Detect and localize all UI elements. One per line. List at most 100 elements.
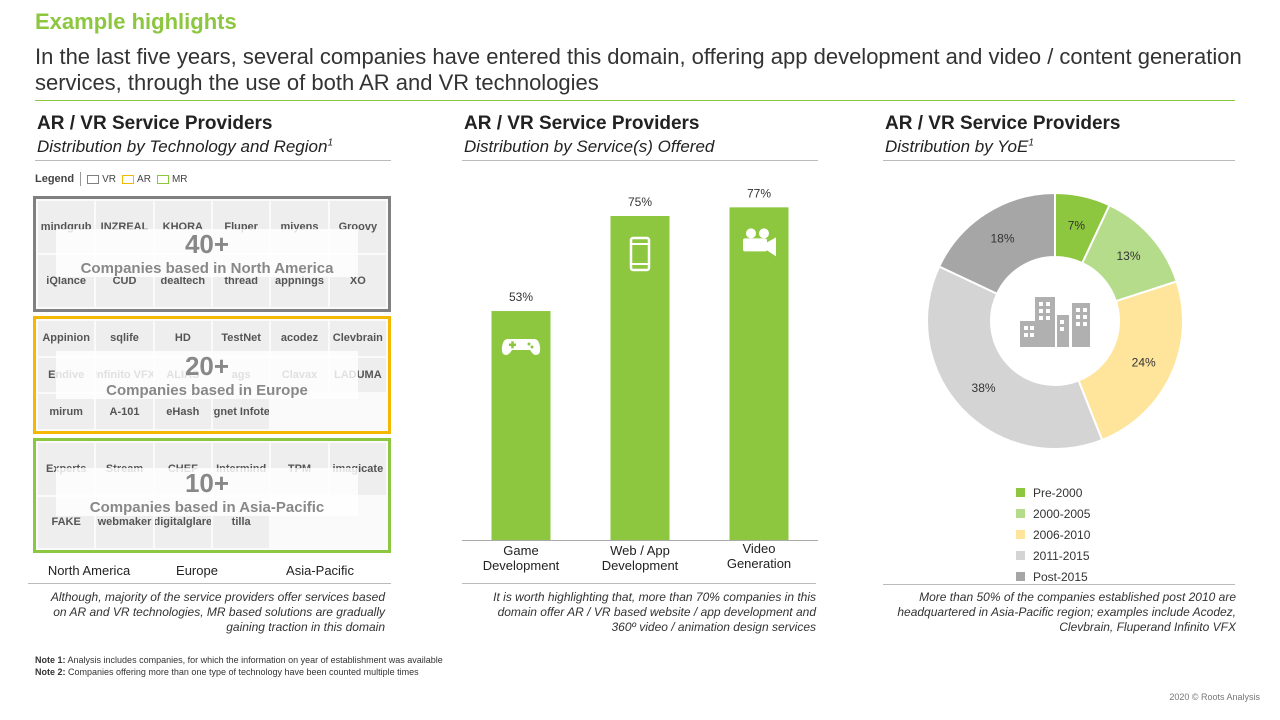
region-label-asia-pacific: Companies based in Asia-Pacific xyxy=(89,499,325,516)
legend-title: Legend xyxy=(35,173,75,185)
company-logo: mirum xyxy=(38,394,95,429)
vr-swatch xyxy=(87,174,100,184)
footnote-2-label: Note 2: xyxy=(35,667,66,677)
region-overlay-asia-pacific: 10+ Companies based in Asia-Pacific xyxy=(56,468,358,516)
company-logo: acodez xyxy=(271,321,328,356)
footnote-2: Note 2: Companies offering more than one… xyxy=(35,667,419,677)
company-logo: sqlife xyxy=(96,321,153,356)
region-axis-label-europe: Europe xyxy=(176,563,218,578)
region-axis-label-north-america: North America xyxy=(47,563,131,578)
company-logo: HD xyxy=(154,321,211,356)
legend-label-mr: MR xyxy=(171,173,188,185)
legend-swatch xyxy=(1016,572,1025,581)
mr-swatch xyxy=(156,174,169,184)
header-divider xyxy=(35,100,1235,101)
bar-category-label: Development xyxy=(483,558,560,573)
legend-swatch xyxy=(1016,530,1025,539)
bar-category-label: Development xyxy=(602,558,679,573)
bar-value-label: 77% xyxy=(747,186,771,200)
legend-label: Pre-2000 xyxy=(1033,485,1083,500)
donut-slice-2006-2010 xyxy=(1077,280,1184,442)
footnote-2-text: Companies offering more than one type of… xyxy=(68,667,419,677)
legend-swatch xyxy=(1016,488,1025,497)
legend-item: 2006-2010 xyxy=(1016,524,1090,545)
copyright: 2020 © Roots Analysis xyxy=(1169,692,1260,702)
service-panel-note: It is worth highlighting that, more than… xyxy=(493,590,816,634)
footnote-1-label: Note 1: xyxy=(35,655,66,665)
legend-label: Post-2015 xyxy=(1033,569,1088,584)
service-panel-subtitle: Distribution by Service(s) Offered xyxy=(464,137,715,156)
company-logo: eHash xyxy=(154,394,211,429)
ar-swatch xyxy=(122,174,135,184)
smartphone-icon xyxy=(629,236,651,272)
company-logo: TestNet xyxy=(212,321,270,356)
service-axis-rule xyxy=(462,583,816,584)
legend-swatch xyxy=(1016,509,1025,518)
legend-item-vr: VR xyxy=(87,174,116,185)
region-panel-title: AR / VR Service Providers xyxy=(37,113,273,134)
legend-item-mr: MR xyxy=(156,173,188,185)
service-panel-divider xyxy=(462,160,818,161)
donut-value-label: 18% xyxy=(990,231,1014,245)
region-count-asia-pacific: 10+ xyxy=(184,468,230,498)
region-overlay-europe: 20+ Companies based in Europe xyxy=(56,351,358,399)
legend-item: 2000-2005 xyxy=(1016,503,1090,524)
region-overlay-north-america: 40+ Companies based in North America xyxy=(56,229,358,277)
technology-legend: Legend VR AR MR xyxy=(35,172,188,186)
region-count-north-america: 40+ xyxy=(184,229,230,259)
legend-label: 2000-2005 xyxy=(1033,506,1091,521)
bar-category-label: Web / App xyxy=(610,543,670,558)
gamepad-icon xyxy=(501,339,541,356)
legend-label-vr: VR xyxy=(102,173,117,185)
region-axis-label-asia-pacific: Asia-Pacific xyxy=(286,563,354,578)
legend-label: 2006-2010 xyxy=(1033,527,1091,542)
footnote-1: Note 1: Analysis includes companies, for… xyxy=(35,655,443,665)
yoe-panel-note: More than 50% of the companies establish… xyxy=(897,590,1236,634)
donut-value-label: 7% xyxy=(1068,218,1086,232)
bar-category-label: Game xyxy=(503,543,538,558)
company-logo: Clevbrain xyxy=(329,321,386,356)
donut-slice-2011-2015 xyxy=(926,265,1104,450)
buildings-icon xyxy=(1020,297,1090,347)
legend-item: 2011-2015 xyxy=(1016,545,1090,566)
yoe-panel-title: AR / VR Service Providers xyxy=(885,113,1121,134)
company-logo: A-101 xyxy=(96,394,153,429)
bar-category-label: Video xyxy=(742,541,775,556)
region-box-europe: AppinionsqlifeHDTestNetacodezClevbrainEn… xyxy=(33,316,391,434)
service-panel-title: AR / VR Service Providers xyxy=(464,113,700,134)
yoe-donut-chart: 7% 13% 24% 38% 18% xyxy=(926,191,1184,450)
bar-video-camera xyxy=(729,207,789,541)
region-axis-rule xyxy=(28,583,391,584)
bar-value-label: 75% xyxy=(628,195,652,209)
donut-value-label: 24% xyxy=(1132,356,1156,370)
legend-item: Pre-2000 xyxy=(1016,482,1090,503)
region-label-north-america: Companies based in North America xyxy=(80,260,334,277)
legend-separator xyxy=(80,172,82,186)
legend-swatch xyxy=(1016,551,1025,560)
donut-value-label: 38% xyxy=(972,381,996,395)
legend-label-ar: AR xyxy=(137,173,151,185)
page-headline: In the last five years, several companie… xyxy=(35,44,1242,95)
donut-value-label: 13% xyxy=(1116,249,1140,263)
footnote-1-text: Analysis includes companies, for which t… xyxy=(67,655,443,665)
region-box-north-america: mindgrub INZREAL KHORA Fluper miyens Groovy iQ… xyxy=(33,196,391,312)
region-label-europe: Companies based in Europe xyxy=(106,382,308,399)
yoe-panel-divider xyxy=(883,160,1235,161)
yoe-legend: Pre-2000 2000-2005 2006-2010 2011-2015 Post-… xyxy=(1016,482,1090,587)
bar-value-label: 53% xyxy=(509,290,533,304)
region-box-asia-pacific: ExpertsStreamCHEFIntermindTPMimagicateFA… xyxy=(33,438,391,553)
region-panel-note: Although, majority of the service provid… xyxy=(50,590,385,634)
region-panel-subtitle: Distribution by Technology and Region1 xyxy=(37,137,334,156)
page-section-label: Example highlights xyxy=(35,9,237,34)
yoe-panel-subtitle: Distribution by YoE1 xyxy=(885,137,1034,156)
legend-label: 2011-2015 xyxy=(1033,548,1090,563)
donut-slice-post-2015 xyxy=(937,191,1056,296)
yoe-axis-rule xyxy=(883,584,1235,585)
company-logo: Cygnet Infotech xyxy=(212,394,270,429)
legend-item: Post-2015 xyxy=(1016,566,1090,587)
company-logo: Appinion xyxy=(38,321,95,356)
legend-item-ar: AR xyxy=(122,174,151,185)
region-count-europe: 20+ xyxy=(184,351,230,381)
video-camera-icon xyxy=(743,228,776,257)
